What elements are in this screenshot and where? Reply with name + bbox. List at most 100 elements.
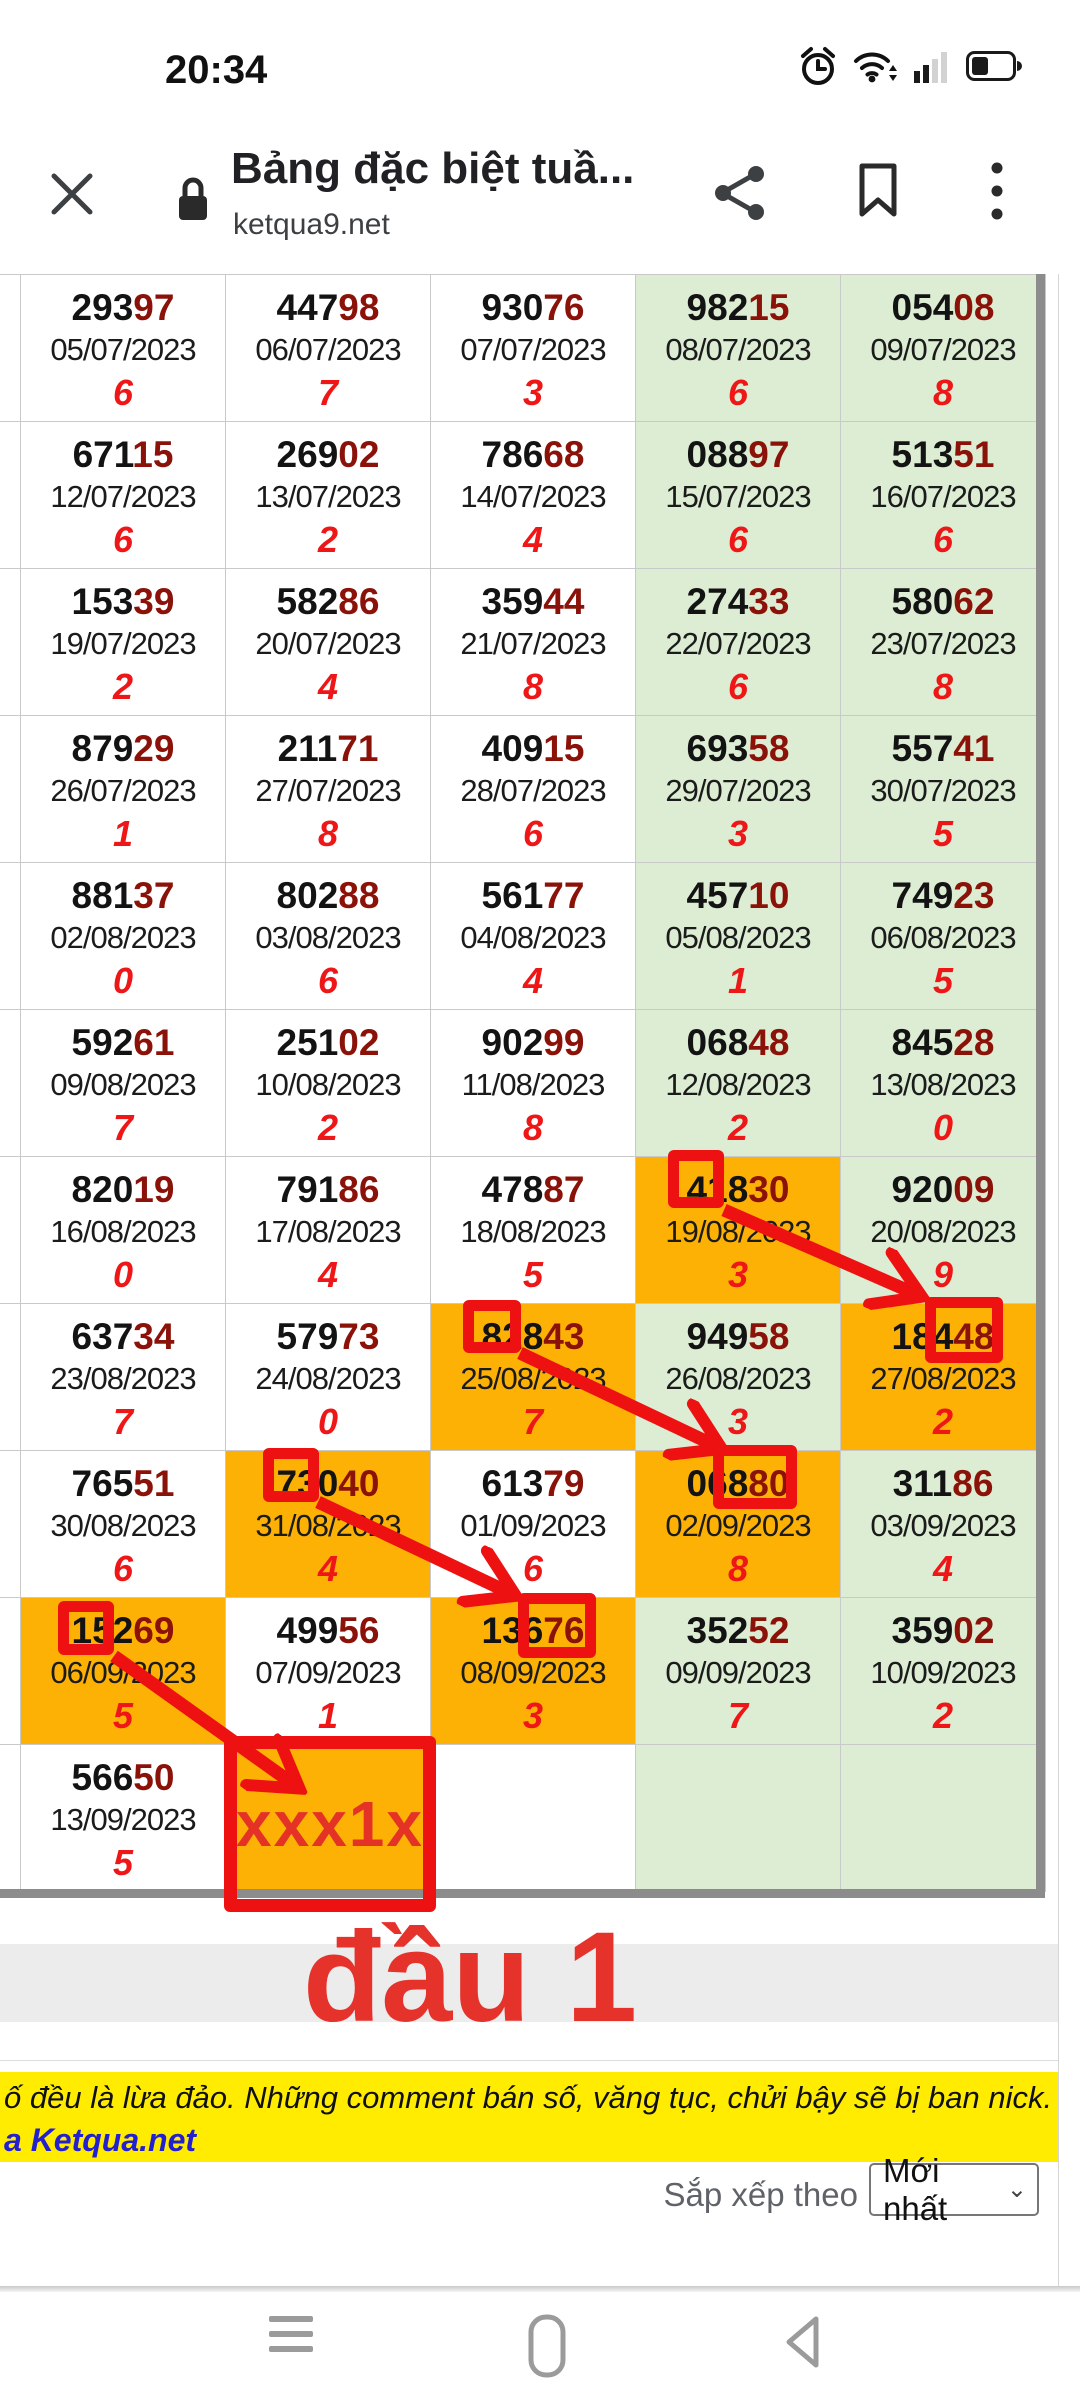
result-number: 78668 [481,434,585,475]
result-digit: 4 [317,666,339,707]
table-cell: 79186 17/08/2023 4 [226,1157,431,1303]
result-digit: 5 [112,1842,134,1883]
result-digit: 7 [522,1401,544,1442]
result-number: 82843 [481,1316,585,1357]
result-digit: 8 [932,372,954,413]
result-digit: 8 [317,813,339,854]
result-digit: 1 [112,813,134,854]
lock-icon [172,172,214,224]
result-number: 35902 [891,1610,995,1651]
battery-icon [966,50,1022,86]
result-digit: 6 [727,519,749,560]
table-left-sliver [0,569,21,715]
result-digit: 0 [112,1254,134,1295]
table-row: 87929 26/07/2023 1 21171 27/07/2023 8 40915 28/… [0,716,1046,863]
close-icon[interactable] [46,168,98,220]
table-cell: 44798 06/07/2023 7 [226,275,431,421]
result-number: 57973 [276,1316,380,1357]
table-cell: 27433 22/07/2023 6 [636,569,841,715]
table-cell: 58286 20/07/2023 4 [226,569,431,715]
vertical-scrollbar[interactable] [1036,274,1045,1898]
result-date: 12/07/2023 [50,479,196,514]
table-cell: 08897 15/07/2023 6 [636,422,841,568]
result-digit: 6 [727,666,749,707]
result-digit: 8 [522,666,544,707]
alarm-icon [798,44,838,93]
result-date: 10/08/2023 [255,1067,401,1102]
result-date: 31/08/2023 [255,1508,401,1543]
result-number: 69358 [686,728,790,769]
result-date: 19/07/2023 [50,626,196,661]
bookmark-icon[interactable] [856,162,900,218]
result-number: 56650 [71,1757,175,1798]
result-date: 08/07/2023 [665,332,811,367]
share-icon[interactable] [712,164,770,222]
highlight-box-xxx1x: xxx1x [224,1736,436,1912]
result-digit: 4 [522,960,544,1001]
recents-icon[interactable] [269,2314,313,2359]
table-cell: 21171 27/07/2023 8 [226,716,431,862]
table-cell [636,1745,841,1891]
result-date: 04/08/2023 [460,920,606,955]
result-date: 08/09/2023 [460,1655,606,1690]
result-date: 29/07/2023 [665,773,811,808]
result-number: 67115 [72,434,174,475]
navigation-bar [0,2292,1080,2400]
result-number: 88137 [71,875,175,916]
highlight-box [668,1150,724,1208]
result-number: 63734 [71,1316,175,1357]
result-number: 58286 [276,581,380,622]
result-date: 05/08/2023 [665,920,811,955]
result-date: 23/07/2023 [870,626,1016,661]
result-digit: 6 [522,1548,544,1589]
overflow-menu-icon[interactable] [990,160,1004,222]
page-url: ketqua9.net [233,208,390,241]
result-number: 08897 [686,434,790,475]
result-digit: 3 [727,813,749,854]
table-row: 59261 09/08/2023 7 25102 10/08/2023 2 90299 11/… [0,1010,1046,1157]
result-digit: 0 [112,960,134,1001]
result-digit: 9 [932,1254,954,1295]
result-number: 35944 [481,581,585,622]
result-number: 55741 [891,728,995,769]
highlight-box [713,1445,797,1509]
gray-band [0,1944,1058,2022]
horizontal-scrollbar[interactable] [0,1889,1045,1898]
highlight-box [463,1300,521,1353]
result-date: 03/08/2023 [255,920,401,955]
result-date: 03/09/2023 [870,1508,1016,1543]
nav-divider [0,2286,1080,2292]
table-cell: 55741 30/07/2023 5 [841,716,1046,862]
table-cell: 69358 29/07/2023 3 [636,716,841,862]
table-row: 82019 16/08/2023 0 79186 17/08/2023 4 47887 18/… [0,1157,1046,1304]
sort-dropdown[interactable]: Mới nhất ⌄ [869,2152,1039,2227]
result-digit: 6 [727,372,749,413]
table-cell: 15339 19/07/2023 2 [21,569,226,715]
table-cell: 35902 10/09/2023 2 [841,1598,1046,1744]
result-digit: 2 [317,519,339,560]
result-date: 09/08/2023 [50,1067,196,1102]
result-number: 58062 [891,581,995,622]
table-cell [431,1745,636,1891]
table-cell: 73040 31/08/2023 4 [226,1451,431,1597]
result-number: 87929 [71,728,175,769]
back-icon[interactable] [782,2314,822,2375]
table-left-sliver [0,716,21,862]
table-cell: 67115 12/07/2023 6 [21,422,226,568]
result-number: 79186 [276,1169,380,1210]
table-cell: 26902 13/07/2023 2 [226,422,431,568]
result-digit: 6 [317,960,339,1001]
result-digit: 2 [317,1107,339,1148]
table-cell: 87929 26/07/2023 1 [21,716,226,862]
table-cell: 18448 27/08/2023 2 [841,1304,1046,1450]
result-number: 93076 [481,287,585,328]
result-number: 90299 [481,1022,585,1063]
table-cell: 06848 12/08/2023 2 [636,1010,841,1156]
ketqua-link[interactable]: a Ketqua.net [4,2122,197,2158]
table-left-sliver [0,1304,21,1450]
page-title: Bảng đặc biệt tuầ... [231,144,635,193]
result-number: 84528 [891,1022,995,1063]
home-icon[interactable] [528,2314,566,2383]
result-date: 26/07/2023 [50,773,196,808]
result-digit: 6 [112,1548,134,1589]
